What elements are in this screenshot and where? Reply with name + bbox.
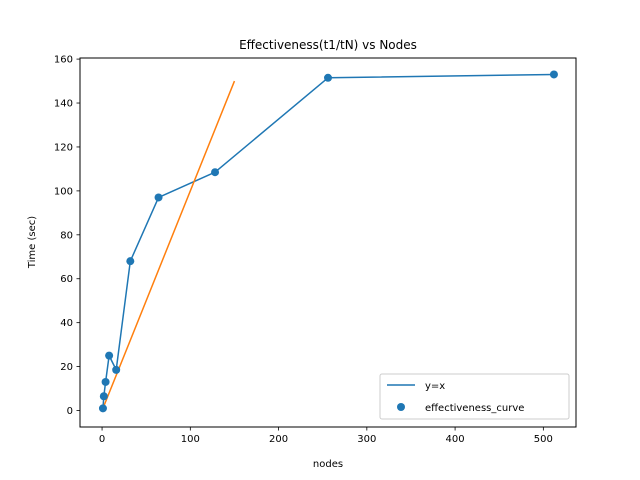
y-tick-label: 100 — [54, 186, 73, 197]
legend-marker-swatch — [397, 403, 405, 411]
series-line-reference — [101, 80, 236, 411]
data-point — [105, 351, 114, 360]
x-tick-label: 500 — [534, 434, 553, 445]
x-tick-label: 100 — [181, 434, 200, 445]
plot-area — [98, 70, 558, 413]
data-point — [126, 257, 135, 266]
data-point — [324, 73, 332, 82]
axes-frame — [79, 57, 577, 428]
axis-ticks: 0 100 200 300 400 500 0 20 40 60 80 100 120 140 160 — [54, 55, 553, 445]
legend-box — [379, 373, 570, 420]
y-tick-label: 0 — [67, 406, 73, 417]
data-point — [154, 193, 163, 202]
data-point — [112, 365, 121, 374]
legend: y=x effectiveness_curve — [379, 373, 570, 420]
series-line-y-equals-x — [102, 73, 554, 409]
y-tick-label: 140 — [54, 99, 73, 110]
data-point — [98, 404, 107, 413]
x-tick-label: 400 — [446, 434, 465, 445]
y-tick-label: 20 — [60, 362, 73, 373]
y-axis-label: Time (sec) — [27, 216, 38, 269]
y-tick-label: 160 — [54, 55, 73, 66]
x-tick-label: 300 — [357, 434, 376, 445]
y-tick-label: 40 — [60, 318, 73, 329]
data-point — [211, 168, 220, 177]
chart-title: Effectiveness(t1/tN) vs Nodes — [239, 38, 417, 52]
y-tick-label: 60 — [60, 274, 73, 285]
x-tick-label: 0 — [99, 434, 105, 445]
data-point — [549, 70, 558, 79]
data-point — [101, 377, 110, 386]
data-point — [99, 392, 108, 401]
y-tick-label: 80 — [60, 230, 73, 241]
legend-label-line: y=x — [425, 381, 445, 392]
legend-label-scatter: effectiveness_curve — [425, 403, 524, 414]
x-axis-label: nodes — [313, 459, 343, 470]
x-tick-label: 200 — [269, 434, 288, 445]
y-tick-label: 120 — [54, 142, 73, 153]
